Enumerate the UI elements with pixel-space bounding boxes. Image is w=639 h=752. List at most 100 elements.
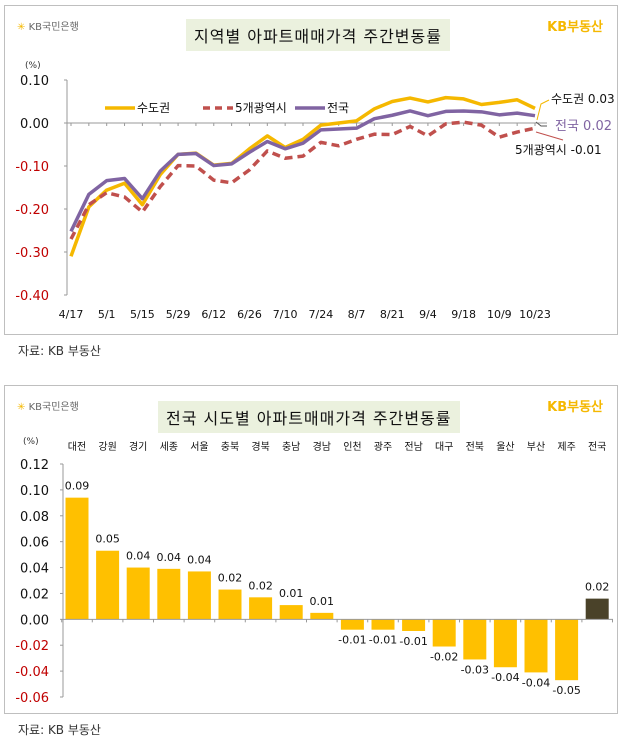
- y-tick-label: 0.04: [20, 562, 49, 577]
- x-tick-label: 7/10: [273, 308, 298, 321]
- category-label: 대전: [68, 441, 86, 453]
- x-tick-label: 5/29: [166, 308, 191, 321]
- leader-line: [535, 131, 564, 141]
- line-chart-panel: ✳ KB국민은행 KB부동산 지역별 아파트매매가격 주간변동률 (%) 0.10…: [4, 5, 618, 335]
- data-label: 0.09: [65, 480, 90, 493]
- bar-충남: [279, 605, 303, 620]
- category-label: 경북: [251, 440, 269, 453]
- category-label: 인천: [343, 441, 361, 453]
- bar-강원: [96, 550, 120, 620]
- y-tick-label: -0.06: [15, 691, 49, 706]
- x-tick-label: 5/15: [130, 308, 155, 321]
- category-label: 광주: [374, 441, 392, 453]
- category-label: 충남: [282, 441, 300, 453]
- y-tick-label: -0.40: [15, 289, 49, 304]
- y-tick-label: 0.10: [20, 484, 49, 499]
- data-label: 0.04: [126, 550, 151, 563]
- bar-chart-panel: ✳ KB국민은행 KB부동산 전국 시도별 아파트매매가격 주간변동률 (%) 0…: [4, 385, 618, 714]
- x-tick-label: 8/21: [380, 308, 405, 321]
- category-label: 충북: [221, 441, 239, 453]
- bar-전북: [463, 619, 487, 660]
- bar-전남: [402, 619, 426, 631]
- y-tick-label: 0.06: [20, 536, 49, 551]
- y-tick-label: 0.12: [20, 458, 49, 473]
- leader-line: [535, 121, 547, 127]
- y-tick-label: -0.02: [15, 639, 49, 654]
- x-tick-label: 6/12: [201, 308, 226, 321]
- x-tick-label: 9/4: [419, 308, 437, 321]
- series-line-1: [69, 120, 536, 240]
- data-label: 0.04: [187, 553, 212, 566]
- line-chart: (%) 0.10 0.00 -0.10 -0.20 -0.30 -0.40 4/17 5/1 5/…: [15, 61, 615, 321]
- bar-서울: [187, 571, 211, 620]
- data-label: 0.01: [310, 595, 335, 608]
- kb-brand-logo: KB부동산: [547, 400, 603, 415]
- series-line-0: [69, 95, 536, 257]
- y-unit-label: (%): [25, 61, 41, 71]
- legend-label: 5개광역시: [235, 101, 287, 115]
- data-label: -0.01: [369, 634, 397, 647]
- end-label-metro5: 5개광역시 -0.01: [515, 143, 602, 157]
- category-label: 전북: [466, 441, 484, 453]
- category-label: 경남: [313, 440, 331, 453]
- legend-label: 수도권: [137, 101, 170, 115]
- y-tick-label: -0.04: [15, 665, 49, 680]
- data-label: 0.05: [95, 533, 120, 546]
- series-line-2: [69, 109, 536, 233]
- bar-대전: [65, 497, 89, 620]
- data-label: -0.04: [522, 676, 550, 689]
- category-label: 전국: [588, 441, 606, 453]
- data-label: -0.02: [430, 651, 458, 664]
- x-tick-label: 10/9: [487, 308, 512, 321]
- data-label: 0.01: [279, 587, 304, 600]
- x-tick-label: 6/26: [237, 308, 262, 321]
- bar-전국: [585, 598, 609, 620]
- bar-울산: [493, 619, 517, 668]
- kb-bank-logo: ✳ KB국민은행: [17, 402, 79, 413]
- x-tick-label: 4/17: [59, 308, 84, 321]
- y-tick-label: -0.20: [15, 203, 49, 218]
- bar-광주: [371, 619, 395, 630]
- bar-충북: [218, 589, 242, 620]
- x-tick-label: 7/24: [308, 308, 333, 321]
- data-label: -0.01: [338, 634, 366, 647]
- y-tick-label: 0.00: [20, 117, 49, 132]
- x-tick-label: 10/23: [519, 308, 551, 321]
- category-label: 부산: [527, 441, 545, 453]
- y-unit-label: (%): [23, 437, 39, 447]
- y-tick-label: 0.08: [20, 510, 49, 525]
- x-tick-label: 5/1: [98, 308, 116, 321]
- category-label: 경기: [129, 440, 147, 453]
- y-tick-label: -0.10: [15, 160, 49, 175]
- bar-chart: (%) 0.12 0.10 0.08 0.06 0.04 0.02 0.00 -0.02 -0.0…: [15, 437, 613, 706]
- category-label: 울산: [496, 441, 514, 453]
- category-label: 세종: [160, 441, 178, 453]
- data-label: 0.02: [248, 579, 273, 592]
- source-note: 자료: KB 부동산: [18, 344, 101, 358]
- y-tick-label: 0.10: [20, 74, 49, 89]
- category-label: 서울: [190, 441, 208, 453]
- chart-title: 전국 시도별 아파트매매가격 주간변동률: [158, 401, 460, 433]
- end-label-capital: 수도권 0.03: [551, 92, 615, 106]
- x-tick-label: 9/18: [451, 308, 476, 321]
- category-label: 강원: [98, 441, 116, 453]
- bar-경남: [310, 612, 334, 620]
- y-tick-label: 0.02: [20, 587, 49, 602]
- bar-부산: [524, 619, 548, 673]
- end-label-nation: 전국 0.02: [555, 119, 612, 134]
- data-label: -0.05: [552, 684, 580, 697]
- data-label: 0.02: [218, 572, 243, 585]
- bar-경기: [126, 567, 150, 620]
- leader-line: [536, 99, 550, 121]
- data-label: 0.02: [585, 581, 610, 594]
- source-note: 자료: KB 부동산: [18, 723, 101, 737]
- category-label: 대구: [435, 441, 453, 453]
- data-label: -0.04: [491, 671, 519, 684]
- y-tick-label: -0.30: [15, 246, 49, 261]
- bar-인천: [340, 619, 364, 630]
- legend-label: 전국: [327, 101, 349, 115]
- category-label: 제주: [557, 441, 575, 453]
- data-label: 0.04: [157, 551, 182, 564]
- y-tick-label: 0.00: [20, 613, 49, 628]
- bar-대구: [432, 619, 456, 647]
